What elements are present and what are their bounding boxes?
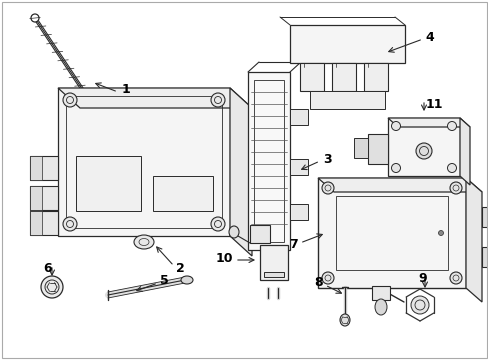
Ellipse shape <box>63 217 77 231</box>
Bar <box>387 118 459 176</box>
Ellipse shape <box>447 163 456 172</box>
Ellipse shape <box>374 299 386 315</box>
Bar <box>317 178 465 288</box>
Bar <box>249 225 269 243</box>
Bar <box>251 142 273 160</box>
Ellipse shape <box>31 14 39 22</box>
Ellipse shape <box>321 272 333 284</box>
Bar <box>481 247 488 267</box>
Bar <box>30 186 42 210</box>
Bar <box>367 134 387 164</box>
Text: 4: 4 <box>424 31 433 44</box>
Ellipse shape <box>210 217 224 231</box>
Ellipse shape <box>181 276 193 284</box>
Ellipse shape <box>410 296 428 314</box>
Text: 1: 1 <box>122 82 130 95</box>
Ellipse shape <box>41 276 63 298</box>
Bar <box>251 177 273 195</box>
Bar <box>30 211 58 235</box>
Ellipse shape <box>228 226 239 238</box>
Bar <box>289 204 307 220</box>
Bar <box>153 176 213 211</box>
Ellipse shape <box>391 163 400 172</box>
Polygon shape <box>465 178 481 302</box>
Polygon shape <box>317 178 481 192</box>
Bar <box>331 63 355 91</box>
Text: 10: 10 <box>215 252 232 265</box>
Bar <box>309 91 384 109</box>
Bar <box>264 272 284 277</box>
Text: 11: 11 <box>425 98 443 111</box>
Bar <box>363 63 387 91</box>
Bar <box>30 156 42 180</box>
Bar <box>289 159 307 175</box>
Text: 2: 2 <box>176 262 184 275</box>
Ellipse shape <box>134 235 154 249</box>
Bar <box>76 156 141 211</box>
Bar <box>58 88 229 236</box>
Bar <box>289 109 307 125</box>
Bar <box>299 63 324 91</box>
Polygon shape <box>459 118 469 185</box>
Ellipse shape <box>321 182 333 194</box>
Bar <box>481 207 488 227</box>
Bar <box>289 25 404 63</box>
Bar <box>247 72 289 250</box>
Polygon shape <box>58 88 251 108</box>
Bar <box>30 211 42 235</box>
Ellipse shape <box>210 93 224 107</box>
Polygon shape <box>387 118 469 127</box>
Text: 3: 3 <box>323 153 331 166</box>
Text: 5: 5 <box>160 275 168 288</box>
Bar <box>30 186 58 210</box>
Text: 6: 6 <box>43 262 52 275</box>
Polygon shape <box>229 88 251 256</box>
Ellipse shape <box>391 122 400 131</box>
Ellipse shape <box>449 182 461 194</box>
Bar <box>253 80 284 242</box>
Bar <box>353 138 367 158</box>
Bar <box>66 96 222 228</box>
Bar <box>335 196 447 270</box>
Bar <box>260 245 287 280</box>
Text: 7: 7 <box>289 239 297 252</box>
Ellipse shape <box>438 230 443 235</box>
Ellipse shape <box>415 143 431 159</box>
Bar <box>371 286 389 300</box>
Text: 9: 9 <box>418 272 427 285</box>
Ellipse shape <box>339 314 349 326</box>
Bar <box>30 156 58 180</box>
Ellipse shape <box>104 123 111 133</box>
Ellipse shape <box>63 93 77 107</box>
Ellipse shape <box>447 122 456 131</box>
Text: 8: 8 <box>314 276 323 289</box>
Ellipse shape <box>449 272 461 284</box>
